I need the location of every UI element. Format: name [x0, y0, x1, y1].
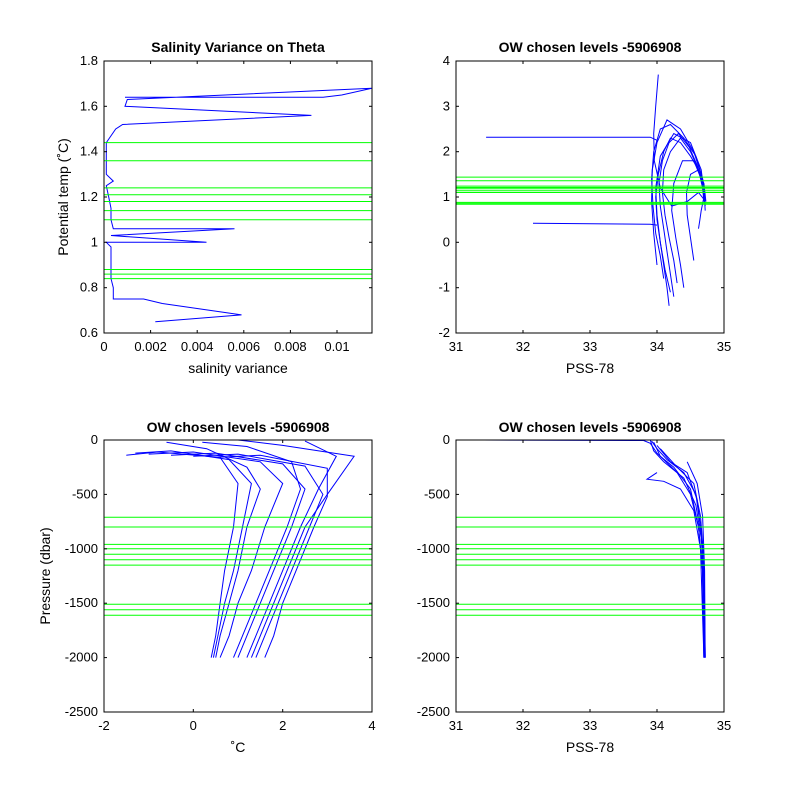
y-tick-label: 1.4 [80, 144, 98, 159]
x-axis-label: PSS-78 [566, 360, 614, 376]
x-tick-label: 0.008 [274, 339, 307, 354]
x-tick-label: 34 [650, 339, 664, 354]
x-axis-label: PSS-78 [566, 739, 614, 755]
x-tick-label: 32 [516, 339, 530, 354]
y-tick-label: 1.2 [80, 189, 98, 204]
y-tick-label: -2 [438, 325, 450, 340]
x-tick-label: 0.002 [134, 339, 167, 354]
y-tick-label: 1 [91, 234, 98, 249]
y-tick-label: -1500 [65, 595, 98, 610]
profile-line [651, 440, 705, 658]
y-tick-label: 0.6 [80, 325, 98, 340]
y-axis-label: Pressure (dbar) [37, 527, 53, 624]
x-tick-label: 4 [368, 718, 375, 733]
x-tick-label: -2 [98, 718, 110, 733]
plot-area [104, 440, 372, 658]
y-tick-label: 2 [443, 144, 450, 159]
x-tick-label: 31 [449, 339, 463, 354]
profile-line [686, 461, 706, 658]
x-tick-label: 0.01 [324, 339, 349, 354]
y-tick-label: -1000 [65, 541, 98, 556]
y-tick-label: -1 [438, 280, 450, 295]
y-axis-label: Potential temp (˚C) [55, 138, 71, 255]
x-tick-label: 2 [279, 718, 286, 733]
x-tick-label: 31 [449, 718, 463, 733]
y-tick-label: 0 [443, 432, 450, 447]
panel-title: OW chosen levels -5906908 [499, 39, 682, 55]
y-tick-label: -2500 [417, 704, 450, 719]
profile-line [671, 160, 706, 288]
panel-title: Salinity Variance on Theta [151, 39, 325, 55]
y-tick-label: 1 [443, 189, 450, 204]
x-tick-label: 33 [583, 339, 597, 354]
axes-box [103, 439, 373, 713]
y-tick-label: -2000 [65, 650, 98, 665]
y-tick-label: -1500 [417, 595, 450, 610]
panel-theta-salinity: OW chosen levels -5906908 PSS-78 31 32 33 3… [438, 39, 731, 376]
y-tick-label: 0.8 [80, 280, 98, 295]
panel-title: OW chosen levels -5906908 [147, 419, 330, 435]
y-tick-label: -1000 [417, 541, 450, 556]
profile-line [651, 119, 706, 266]
x-tick-label: 32 [516, 718, 530, 733]
x-tick-label: 33 [583, 718, 597, 733]
y-tick-label: 4 [443, 53, 450, 68]
plot-area [104, 87, 372, 323]
y-tick-label: -500 [72, 486, 98, 501]
panel-title: OW chosen levels -5906908 [499, 419, 682, 435]
x-axis-label: salinity variance [188, 360, 288, 376]
profile-line [698, 196, 705, 229]
y-tick-label: 0 [443, 234, 450, 249]
panel-pressure-salinity: OW chosen levels -5906908 PSS-78 31 32 33 3… [417, 419, 731, 755]
y-tick-label: -2500 [65, 704, 98, 719]
profile-line [105, 87, 372, 323]
x-tick-label: 35 [717, 339, 731, 354]
x-tick-label: 0.004 [181, 339, 214, 354]
profile-line [532, 222, 658, 226]
x-tick-label: 0 [190, 718, 197, 733]
x-axis-label: ˚C [231, 739, 246, 755]
panel-pressure-temperature: OW chosen levels -5906908 ˚C Pressure (d… [37, 419, 376, 755]
y-tick-label: -500 [424, 486, 450, 501]
y-tick-label: 1.8 [80, 53, 98, 68]
y-tick-label: 3 [443, 98, 450, 113]
y-tick-label: -2000 [417, 650, 450, 665]
plot-area [456, 440, 724, 658]
profile-line [658, 132, 706, 297]
plot-area [456, 74, 724, 306]
x-tick-label: 35 [717, 718, 731, 733]
profile-line [655, 132, 706, 293]
y-tick-label: 0 [91, 432, 98, 447]
profile-line [486, 136, 658, 141]
panel-salinity-variance: Salinity Variance on Theta salinity vari… [55, 39, 373, 376]
x-tick-label: 34 [650, 718, 664, 733]
x-tick-label: 0.006 [228, 339, 261, 354]
y-tick-label: 1.6 [80, 98, 98, 113]
x-tick-label: 0 [100, 339, 107, 354]
